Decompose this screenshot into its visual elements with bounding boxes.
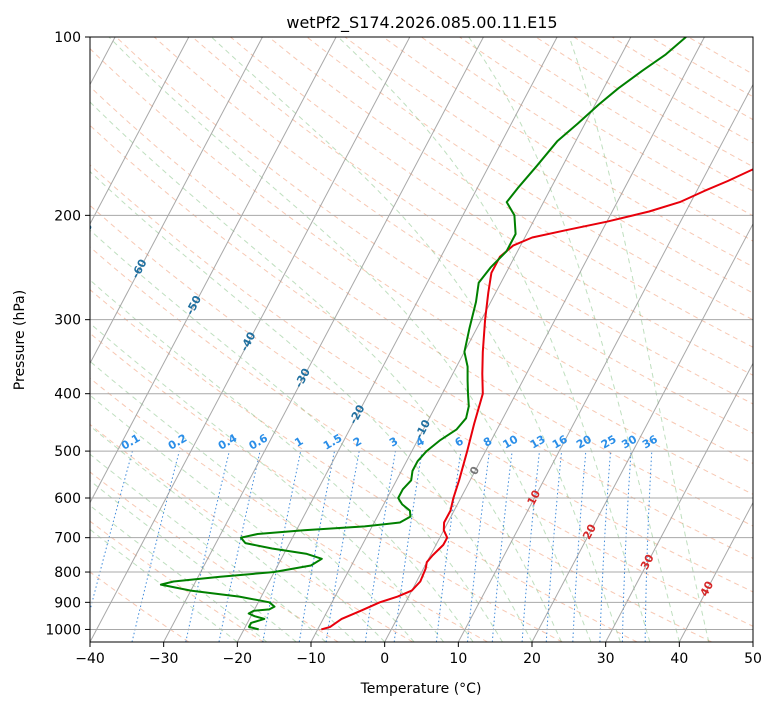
mixing-ratio-line — [131, 450, 180, 642]
mixing-ratio-line — [218, 450, 261, 642]
x-tick-label: 0 — [380, 651, 389, 667]
x-tick-label: −20 — [223, 651, 253, 667]
moist-adiabat — [90, 229, 503, 642]
dry-adiabats — [90, 37, 753, 642]
isotherm-line — [605, 362, 753, 642]
dry-adiabat — [344, 37, 753, 294]
dry-adiabat — [90, 423, 414, 642]
isotherm-line — [90, 37, 190, 225]
x-tick-label: 10 — [449, 651, 467, 667]
mixing-ratio-line — [467, 451, 490, 642]
x-axis-label: Temperature (°C) — [360, 681, 482, 697]
dry-adiabat — [90, 288, 638, 642]
isotherm-line — [90, 37, 411, 642]
dry-adiabat — [90, 377, 488, 642]
temperature-profile-line — [321, 168, 753, 631]
moist-adiabat — [468, 37, 680, 642]
x-tick-label: −40 — [75, 651, 105, 667]
dry-adiabat — [90, 332, 563, 642]
mixing-ratio-line — [521, 451, 540, 642]
isotherm-label: 40 — [698, 579, 717, 599]
moist-adiabat — [90, 425, 356, 642]
dewpoint-profile-line — [159, 37, 687, 631]
isotherm-line — [163, 37, 484, 642]
dry-adiabat — [90, 86, 753, 527]
x-tick-label: 20 — [523, 651, 541, 667]
moist-adiabat — [211, 37, 621, 642]
isotherm-line — [90, 37, 263, 365]
moist-adiabat — [90, 394, 386, 642]
x-tick-label: −30 — [149, 651, 179, 667]
dry-adiabat — [306, 37, 753, 321]
profile-lines — [159, 37, 753, 631]
y-tick-label: 600 — [54, 491, 81, 507]
dry-adiabat — [268, 37, 753, 348]
x-tick-label: 30 — [597, 651, 615, 667]
isobars — [90, 37, 753, 630]
isotherm-line — [310, 37, 632, 642]
moist-adiabat — [90, 170, 533, 642]
moist-adiabats — [90, 37, 710, 642]
isotherm-line — [236, 37, 558, 642]
isotherms — [90, 37, 753, 642]
y-axis-ticks: 100 200 300 400 500 600 700 800 900 1000 — [45, 30, 90, 638]
plot-frame — [89, 36, 754, 643]
y-tick-label: 1000 — [45, 622, 81, 638]
isotherm-line — [90, 37, 337, 504]
dry-adiabat — [90, 571, 190, 642]
isotherm-line — [678, 501, 753, 642]
mixing-ratio-line — [90, 450, 133, 613]
dry-adiabat — [192, 37, 753, 405]
isotherm-line — [384, 37, 705, 642]
dry-adiabat — [90, 204, 753, 627]
isotherm-label: 10 — [525, 488, 544, 508]
dry-adiabat — [90, 48, 753, 495]
y-tick-label: 100 — [54, 30, 81, 46]
dry-adiabat — [230, 37, 753, 376]
moist-adiabat — [90, 101, 562, 642]
dry-adiabat — [90, 246, 712, 642]
isotherm-label: 20 — [580, 522, 599, 542]
moist-adiabat — [90, 453, 327, 642]
x-axis-ticks: −40 −30 −20 −10 0 10 20 30 40 50 — [75, 642, 762, 667]
x-tick-label: −10 — [296, 651, 326, 667]
isotherm-label: 30 — [638, 552, 657, 572]
y-tick-label: 300 — [54, 313, 81, 329]
mixing-ratio-line — [185, 450, 230, 642]
mixing-ratio-line — [393, 451, 423, 642]
y-tick-label: 200 — [54, 208, 81, 224]
chart-title: wetPf2_S174.2026.085.00.11.E15 — [286, 13, 557, 33]
mixing-ratio-line — [364, 451, 396, 642]
y-tick-label: 900 — [54, 595, 81, 611]
y-tick-label: 500 — [54, 444, 81, 460]
mixing-ratio-line — [491, 451, 513, 642]
isotherm-line — [531, 222, 753, 642]
x-tick-label: 40 — [670, 651, 688, 667]
mixing-ratio-line — [545, 451, 563, 642]
moist-adiabat — [90, 480, 297, 642]
y-tick-label: 400 — [54, 387, 81, 403]
x-tick-label: 50 — [744, 651, 762, 667]
moist-adiabat — [337, 37, 651, 642]
isotherm-line — [457, 83, 753, 642]
y-tick-label: 800 — [54, 565, 81, 581]
moist-adiabat — [90, 322, 444, 642]
y-axis-label: Pressure (hPa) — [12, 290, 28, 390]
dry-adiabat — [90, 520, 264, 642]
y-tick-label: 700 — [54, 531, 81, 547]
plot-area: -100-90-80-70-60-50-40-30-20-10010203040… — [90, 37, 753, 642]
moist-adiabat — [108, 37, 592, 642]
moist-adiabat — [90, 360, 415, 642]
